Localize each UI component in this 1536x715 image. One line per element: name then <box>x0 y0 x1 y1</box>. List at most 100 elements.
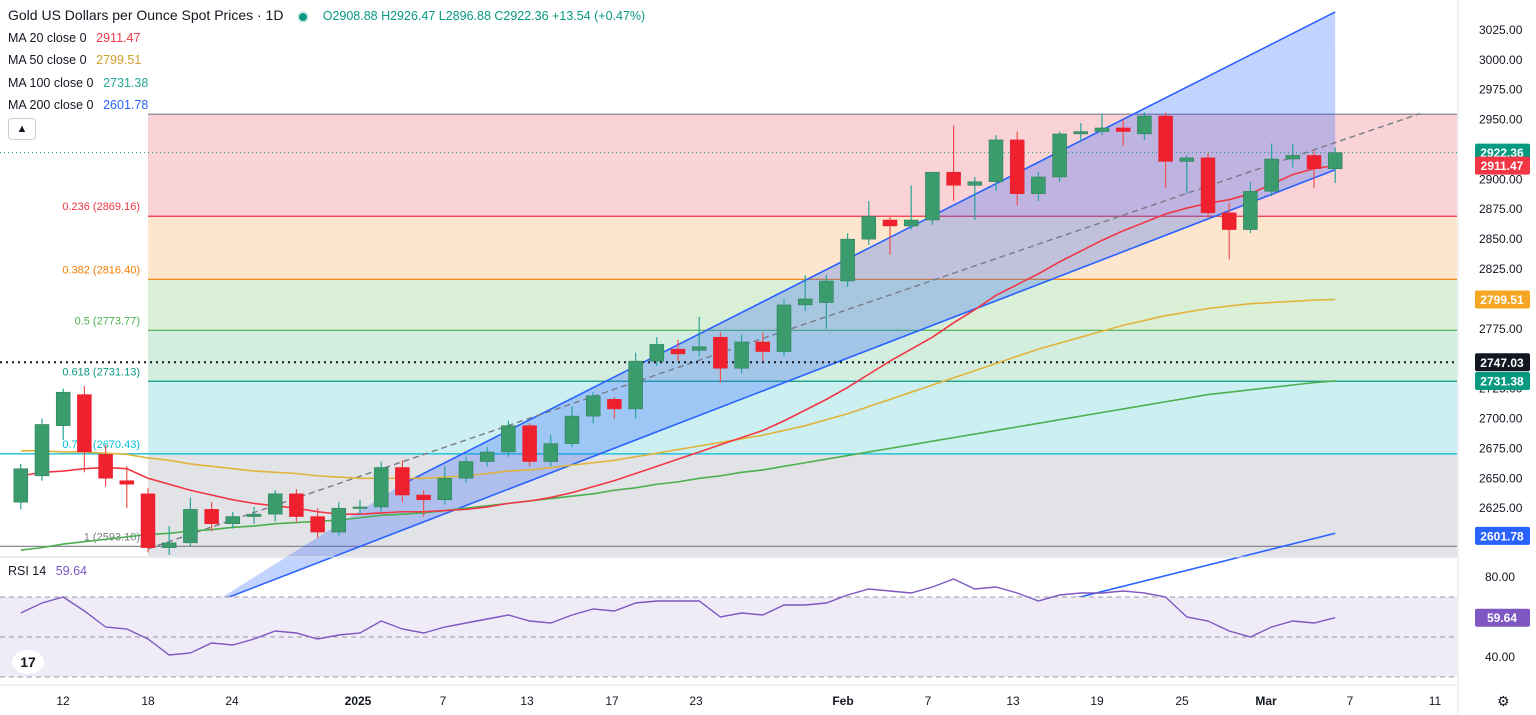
ma200-legend[interactable]: MA 200 close 0 2601.78 <box>8 94 645 117</box>
candle[interactable] <box>204 502 219 531</box>
candle[interactable] <box>1094 113 1110 136</box>
candle[interactable] <box>691 316 707 357</box>
candle[interactable] <box>310 508 325 539</box>
candle[interactable] <box>246 506 262 524</box>
candle[interactable] <box>1158 112 1173 188</box>
tradingview-logo-icon[interactable]: 17 <box>12 650 44 674</box>
collapse-legend-button[interactable]: ▲ <box>8 118 36 140</box>
gear-icon[interactable]: ⚙ <box>1497 693 1510 709</box>
candle[interactable] <box>564 406 580 448</box>
candle-body <box>713 336 728 369</box>
price-badge[interactable]: 2799.51 <box>1475 290 1530 309</box>
candle[interactable] <box>1115 119 1131 146</box>
candle[interactable] <box>225 511 241 529</box>
candle[interactable] <box>755 332 771 362</box>
candle[interactable] <box>267 490 283 522</box>
time-tick-label: Feb <box>832 694 853 708</box>
candle-body <box>988 139 1004 182</box>
price-axis[interactable]: 3025.003000.002975.002950.002925.002900.… <box>1457 0 1536 715</box>
candle[interactable] <box>861 200 877 246</box>
candle[interactable] <box>607 396 622 419</box>
candle[interactable] <box>161 526 177 555</box>
candle[interactable] <box>437 466 453 505</box>
candle-body <box>1137 115 1152 135</box>
fib-level-label: 0.236 (2869.16) <box>62 201 140 213</box>
candle[interactable] <box>713 332 728 383</box>
chevron-up-icon: ▲ <box>16 123 28 135</box>
candle-body <box>289 493 304 517</box>
price-badge-label: 2731.38 <box>1480 374 1524 388</box>
candle[interactable] <box>458 456 474 484</box>
candle[interactable] <box>1243 181 1258 234</box>
candle[interactable] <box>119 466 135 509</box>
candle[interactable] <box>903 185 919 230</box>
price-badge[interactable]: 2731.38 <box>1475 371 1530 390</box>
candle[interactable] <box>1264 143 1279 197</box>
candle[interactable] <box>352 499 368 515</box>
candle[interactable] <box>882 215 898 255</box>
candle[interactable] <box>289 489 304 523</box>
candle[interactable] <box>585 392 601 424</box>
candle[interactable] <box>1221 203 1237 260</box>
candle[interactable] <box>967 176 983 221</box>
ma50-legend[interactable]: MA 50 close 0 2799.51 <box>8 49 645 72</box>
ma100-label: MA 100 close 0 <box>8 75 94 90</box>
candle[interactable] <box>925 171 940 225</box>
candle[interactable] <box>77 386 92 473</box>
candle[interactable] <box>1073 123 1089 142</box>
candle[interactable] <box>1052 131 1067 182</box>
ma100-legend[interactable]: MA 100 close 0 2731.38 <box>8 72 645 95</box>
time-tick-label: 18 <box>141 694 155 708</box>
price-pane[interactable]: 0.236 (2869.16) 0.382 (2816.40) 0.5 (2773.… <box>0 11 1536 609</box>
candle[interactable] <box>140 487 156 553</box>
candle[interactable] <box>1200 153 1216 218</box>
candle[interactable] <box>1137 112 1152 140</box>
price-tick-label: 2975.00 <box>1479 83 1523 97</box>
candle[interactable] <box>1009 131 1025 206</box>
candle-body <box>1243 191 1258 230</box>
time-tick-label: 13 <box>520 694 534 708</box>
candle-body <box>755 341 771 352</box>
price-badge[interactable]: 2601.78 <box>1475 526 1530 545</box>
candle[interactable] <box>373 461 389 512</box>
candle[interactable] <box>183 497 198 547</box>
price-badge[interactable]: 2747.03 <box>1475 353 1530 372</box>
candle[interactable] <box>543 435 559 467</box>
candle[interactable] <box>1179 155 1195 194</box>
candle[interactable] <box>776 298 792 357</box>
candle[interactable] <box>501 420 516 457</box>
candle[interactable] <box>628 352 643 419</box>
price-badge[interactable]: 2911.47 <box>1475 156 1530 175</box>
candle[interactable] <box>479 447 495 467</box>
candle[interactable] <box>98 444 113 487</box>
candle[interactable] <box>1306 150 1322 188</box>
candle[interactable] <box>1285 143 1301 168</box>
candle[interactable] <box>946 125 961 201</box>
rsi-badge[interactable]: 59.64 <box>1475 608 1530 627</box>
candle[interactable] <box>840 233 855 287</box>
symbol-title[interactable]: Gold US Dollars per Ounce Spot Prices · … <box>8 7 284 23</box>
candle[interactable] <box>1327 147 1343 184</box>
candle[interactable] <box>670 339 686 362</box>
candle[interactable] <box>34 418 50 481</box>
candle[interactable] <box>797 275 813 311</box>
candle-body <box>1200 157 1216 214</box>
candle[interactable] <box>13 463 29 510</box>
fib-level-label: 0.382 (2816.40) <box>62 264 140 276</box>
candle[interactable] <box>331 502 347 536</box>
rsi-pane[interactable] <box>0 578 1457 678</box>
candle[interactable] <box>55 388 71 441</box>
candle[interactable] <box>988 135 1004 192</box>
candle[interactable] <box>819 275 834 329</box>
candle[interactable] <box>734 334 749 374</box>
candle[interactable] <box>416 490 431 517</box>
candle[interactable] <box>395 460 410 503</box>
candle[interactable] <box>522 423 537 467</box>
candle[interactable] <box>1031 172 1046 201</box>
candle-body <box>310 516 325 533</box>
candle[interactable] <box>649 337 665 366</box>
price-tick-label: 3000.00 <box>1479 53 1523 67</box>
ma20-legend[interactable]: MA 20 close 0 2911.47 <box>8 27 645 50</box>
rsi-legend[interactable]: RSI 14 59.64 <box>8 564 87 578</box>
